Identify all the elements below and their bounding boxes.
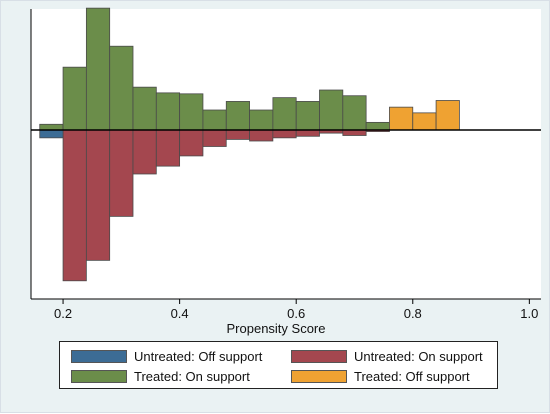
bar-untreated-on-4 [155,129,181,167]
legend-label-untreated-off: Untreated: Off support [134,348,263,364]
bar-treated-on-13 [342,95,367,131]
bar-untreated-on-8 [249,129,274,142]
legend-swatch-untreated-on [291,349,347,363]
bar-untreated-on-6 [202,129,227,147]
legend-swatch-treated-on [71,369,127,383]
bar-treated-on-7 [202,109,227,131]
bar-untreated-on-3 [132,129,157,175]
legend-label-untreated-on: Untreated: On support [354,348,483,364]
bar-treated-on-11 [295,101,320,131]
x-tick-label-0: 0.2 [54,306,72,321]
bar-treated-on-9 [249,109,274,131]
legend-label-treated-on: Treated: On support [134,368,250,384]
bar-untreated-off-0 [39,129,64,139]
bar-treated-on-3 [109,45,134,131]
x-tick-label-4: 1.0 [520,306,538,321]
bar-treated-off-2 [435,100,460,131]
legend-item-treated-off: Treated: Off support [291,367,470,385]
bar-treated-on-0 [39,123,64,131]
legend-item-treated-on: Treated: On support [71,367,250,385]
bar-treated-on-10 [272,97,297,131]
bar-treated-on-6 [179,93,204,131]
bar-treated-on-1 [62,66,87,131]
x-tick-label-2: 0.6 [287,306,305,321]
bar-treated-off-1 [412,112,437,131]
bar-untreated-on-9 [272,129,297,139]
legend-item-untreated-off: Untreated: Off support [71,347,262,365]
x-axis-title: Propensity Score [227,321,326,336]
chart-legend: Untreated: Off support Untreated: On sup… [59,341,498,389]
legend-label-treated-off: Treated: Off support [354,368,470,384]
bar-treated-on-4 [132,86,157,131]
bar-untreated-on-2 [109,129,134,217]
bar-untreated-on-10 [295,129,320,137]
bar-untreated-on-1 [85,129,111,261]
bar-untreated-on-7 [225,129,250,140]
bar-untreated-on-0 [62,129,87,282]
bar-treated-on-14 [365,121,390,131]
legend-swatch-untreated-off [71,349,127,363]
bar-untreated-on-5 [179,129,204,157]
legend-swatch-treated-off [291,369,347,383]
bar-treated-on-12 [319,89,344,131]
bar-treated-on-8 [225,101,250,131]
bar-treated-on-5 [155,92,181,131]
x-tick-label-3: 0.8 [404,306,422,321]
legend-item-untreated-on: Untreated: On support [291,347,483,365]
x-tick-label-1: 0.4 [171,306,189,321]
bar-treated-off-0 [389,106,414,131]
bar-untreated-on-12 [342,129,367,136]
bar-treated-on-2 [85,7,111,131]
